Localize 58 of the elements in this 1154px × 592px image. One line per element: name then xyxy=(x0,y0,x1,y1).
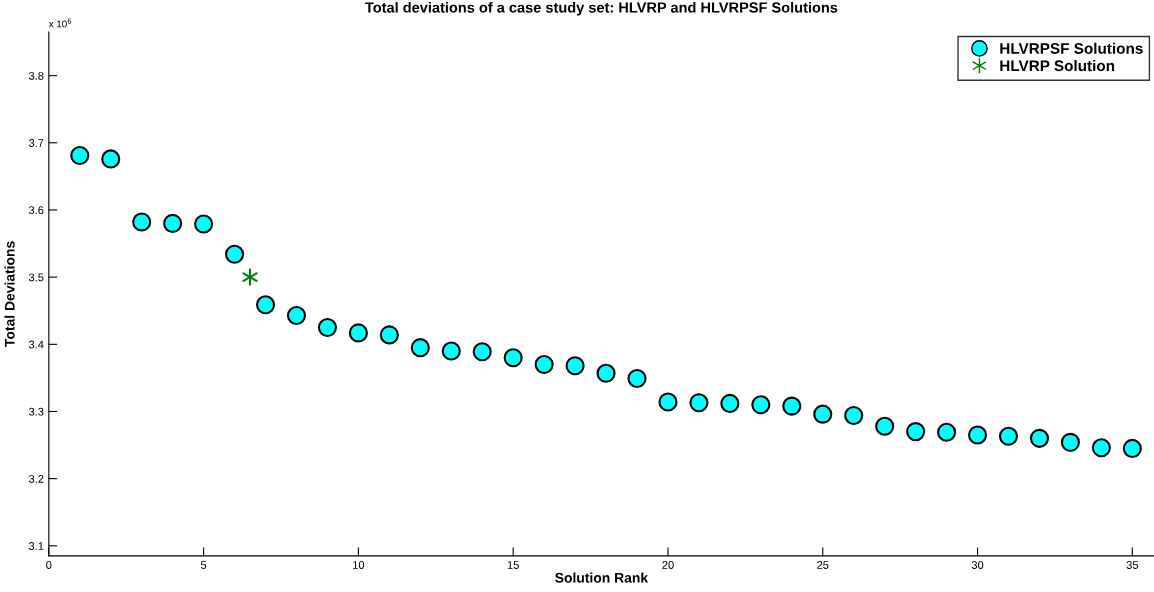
y-tick-label: 3.8 xyxy=(28,71,44,80)
point xyxy=(565,356,585,376)
point xyxy=(472,342,492,362)
y-tick-label: 3.3 xyxy=(28,407,44,416)
x-tick-label: 35 xyxy=(1126,561,1139,569)
x-tick-label: 30 xyxy=(971,561,984,569)
x-axis-title: Solution Rank xyxy=(555,572,649,583)
x-tick-label: 10 xyxy=(353,561,365,569)
legend-label: HLVRP Solution xyxy=(1000,59,1115,72)
text: x 10$^{6}$ xyxy=(48,18,72,28)
point xyxy=(875,416,895,436)
point xyxy=(813,404,833,424)
point xyxy=(70,146,90,166)
point xyxy=(689,393,709,413)
x-tick-label: 15 xyxy=(507,561,519,569)
y-tick-label: 3.6 xyxy=(28,206,44,215)
point xyxy=(225,244,245,264)
point xyxy=(782,396,802,416)
y-tick-label: 3.4 xyxy=(28,340,44,349)
point xyxy=(132,212,152,232)
x-tick-label: 5 xyxy=(200,561,207,569)
point xyxy=(441,341,461,361)
point xyxy=(720,393,740,413)
y-tick-label: 3.5 xyxy=(28,273,44,282)
chart-title: Total deviations of a case study set: HLVRP and HLVRPSF Solutions xyxy=(365,1,838,16)
point xyxy=(844,405,864,426)
point xyxy=(751,395,771,415)
point xyxy=(348,323,368,343)
point xyxy=(658,392,678,412)
point xyxy=(534,354,554,374)
point xyxy=(1060,432,1080,452)
point xyxy=(1029,428,1049,448)
point xyxy=(379,325,399,345)
point xyxy=(286,305,307,325)
point xyxy=(101,149,121,169)
point xyxy=(1091,438,1111,458)
point xyxy=(906,422,926,442)
y-tick-label: 3.1 xyxy=(28,542,44,550)
legend-label: HLVRPSF Solutions xyxy=(1000,42,1143,54)
point xyxy=(194,214,214,234)
point xyxy=(596,363,616,383)
point xyxy=(1122,438,1142,458)
point xyxy=(937,422,957,442)
point xyxy=(998,426,1019,446)
y-tick-label: 3.7 xyxy=(28,139,44,147)
y-tick-label: 3.2 xyxy=(28,474,44,483)
point xyxy=(410,338,430,358)
point xyxy=(242,268,258,286)
y-axis-title: Total Deviations xyxy=(4,241,15,347)
point xyxy=(317,317,337,338)
point xyxy=(163,213,183,233)
point xyxy=(255,295,276,315)
point xyxy=(627,369,647,389)
x-tick-label: 25 xyxy=(817,561,829,569)
x-tick-label: 20 xyxy=(662,561,674,569)
point xyxy=(968,425,988,445)
x-tick-label: 0 xyxy=(46,561,52,569)
point xyxy=(503,348,523,368)
